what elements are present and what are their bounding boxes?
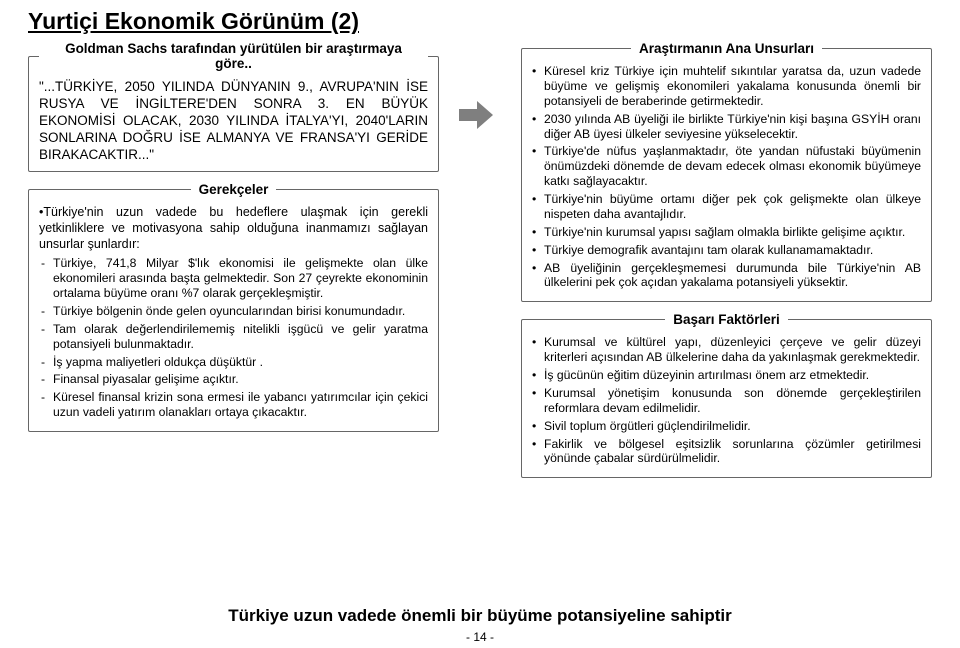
quote-box: Goldman Sachs tarafından yürütülen bir a… xyxy=(28,41,439,172)
list-item: İş gücünün eğitim düzeyinin artırılması … xyxy=(532,368,921,383)
page: Yurtiçi Ekonomik Görünüm (2) Goldman Sac… xyxy=(0,0,960,648)
list-item: Tam olarak değerlendirilememiş nitelikli… xyxy=(39,322,428,352)
list-item: Türkiye'nin kurumsal yapısı sağlam olmak… xyxy=(532,225,921,240)
footer-page-number: - 14 - xyxy=(28,630,932,644)
list-item: Kurumsal ve kültürel yapı, düzenleyici ç… xyxy=(532,335,921,365)
list-item: Türkiye'nin büyüme ortamı diğer pek çok … xyxy=(532,192,921,222)
list-item: Küresel finansal krizin sona ermesi ile … xyxy=(39,390,428,420)
list-item: Kurumsal yönetişim konusunda son dönemde… xyxy=(532,386,921,416)
list-item: Türkiye'de nüfus yaşlanmaktadır, öte yan… xyxy=(532,144,921,189)
columns: Goldman Sachs tarafından yürütülen bir a… xyxy=(28,41,932,606)
factors-box: Başarı Faktörleri Kurumsal ve kültürel y… xyxy=(521,312,932,478)
rationale-legend: Gerekçeler xyxy=(191,182,277,197)
quote-text: "...TÜRKİYE, 2050 YILINDA DÜNYANIN 9., A… xyxy=(39,79,428,163)
list-item: Finansal piyasalar gelişime açıktır. xyxy=(39,372,428,387)
right-column: Araştırmanın Ana Unsurları Küresel kriz … xyxy=(521,41,932,606)
footer-statement: Türkiye uzun vadede önemli bir büyüme po… xyxy=(28,606,932,626)
elements-list: Küresel kriz Türkiye için muhtelif sıkın… xyxy=(532,64,921,290)
footer: Türkiye uzun vadede önemli bir büyüme po… xyxy=(28,606,932,644)
list-item: Türkiye demografik avantajını tam olarak… xyxy=(532,243,921,258)
rationale-list: Türkiye, 741,8 Milyar $'lık ekonomisi il… xyxy=(39,256,428,420)
elements-box: Araştırmanın Ana Unsurları Küresel kriz … xyxy=(521,41,932,302)
list-item: AB üyeliğinin gerçekleşmemesi durumunda … xyxy=(532,261,921,291)
list-item: İş yapma maliyetleri oldukça düşüktür . xyxy=(39,355,428,370)
left-column: Goldman Sachs tarafından yürütülen bir a… xyxy=(28,41,439,606)
list-item: Küresel kriz Türkiye için muhtelif sıkın… xyxy=(532,64,921,109)
rationale-box: Gerekçeler •Türkiye'nin uzun vadede bu h… xyxy=(28,182,439,432)
page-title: Yurtiçi Ekonomik Görünüm (2) xyxy=(28,8,932,35)
list-item: Türkiye, 741,8 Milyar $'lık ekonomisi il… xyxy=(39,256,428,301)
arrow-icon xyxy=(459,101,493,129)
list-item: Türkiye bölgenin önde gelen oyuncularınd… xyxy=(39,304,428,319)
factors-list: Kurumsal ve kültürel yapı, düzenleyici ç… xyxy=(532,335,921,466)
list-item: Sivil toplum örgütleri güçlendirilmelidi… xyxy=(532,419,921,434)
quote-legend: Goldman Sachs tarafından yürütülen bir a… xyxy=(39,41,428,71)
list-item: Fakirlik ve bölgesel eşitsizlik sorunlar… xyxy=(532,437,921,467)
list-item: 2030 yılında AB üyeliği ile birlikte Tür… xyxy=(532,112,921,142)
rationale-lead: •Türkiye'nin uzun vadede bu hedeflere ul… xyxy=(39,205,428,252)
elements-legend: Araştırmanın Ana Unsurları xyxy=(631,41,822,56)
factors-legend: Başarı Faktörleri xyxy=(665,312,788,327)
